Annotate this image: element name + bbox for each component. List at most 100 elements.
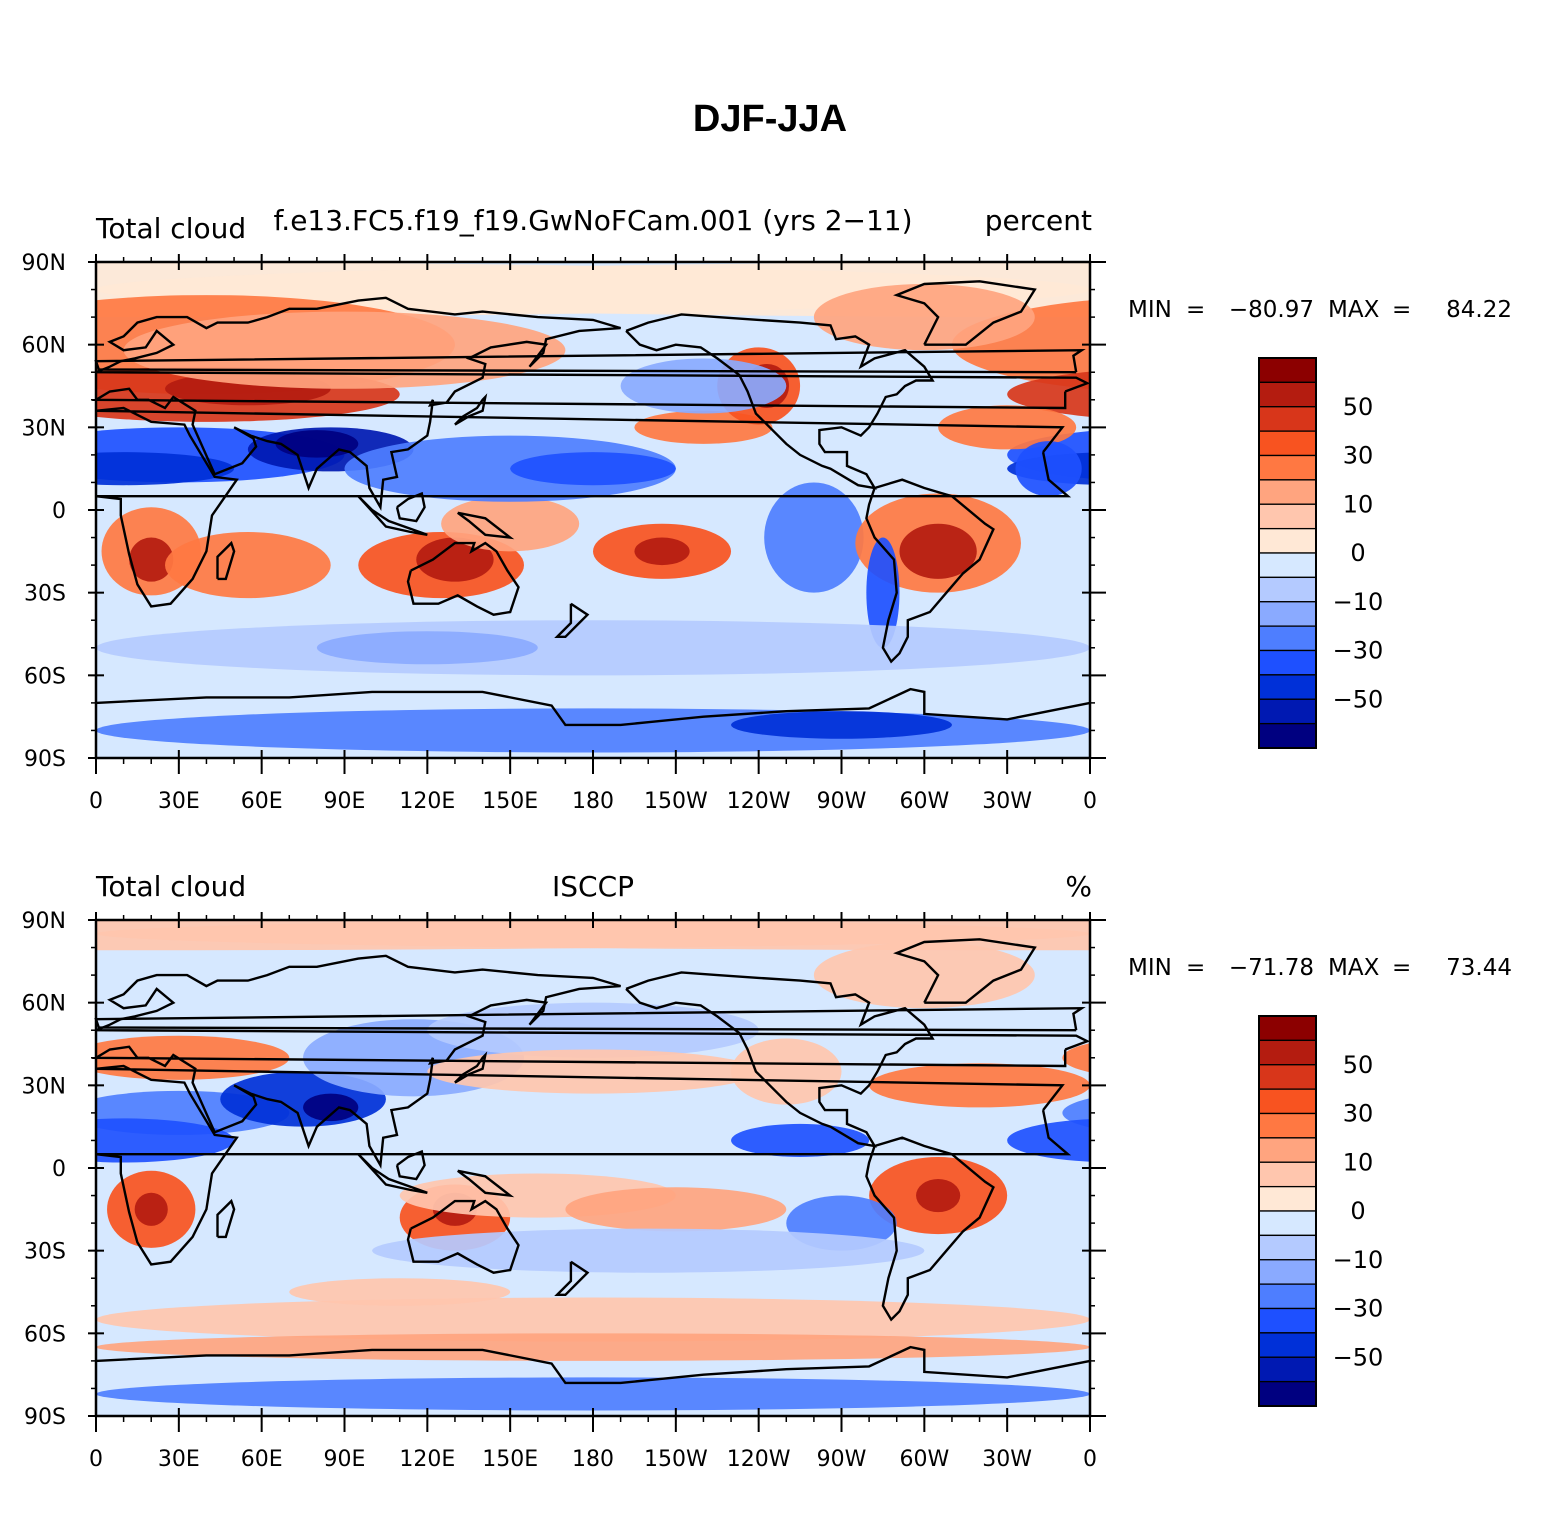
coastline — [94, 1006, 1086, 1032]
colorbar-swatch — [1258, 479, 1317, 505]
colorbar-swatch — [1258, 381, 1317, 408]
lat-tick-label: 30N — [22, 1074, 66, 1099]
coastline — [456, 511, 515, 540]
colorbar-label: 0 — [1350, 539, 1365, 567]
coastline — [893, 280, 1037, 346]
colorbar-label: −10 — [1333, 588, 1384, 616]
colorbar-swatch — [1258, 454, 1317, 481]
lat-tick-label: 90S — [24, 1405, 66, 1430]
coastline — [554, 602, 590, 638]
colorbar-swatch — [1258, 1015, 1317, 1042]
coastline — [865, 478, 995, 664]
obs-colorbar: 50 30 10 0 −10 −30 −50 — [1258, 1015, 1384, 1407]
colorbar-label: 30 — [1343, 442, 1374, 470]
coastline — [554, 1260, 590, 1297]
colorbar-swatch — [1258, 357, 1317, 384]
obs-coastlines — [91, 938, 1091, 1385]
colorbar-swatch — [1258, 1088, 1317, 1115]
colorbar-swatch — [1258, 1210, 1317, 1237]
model-left-label: Total cloud — [95, 212, 246, 245]
panel-obs: 90N 60N 30N 0 30S 60S 90S 0 30E 60E 90E 120E 150E 180… — [22, 870, 1512, 1472]
obs-axes: 90N 60N 30N 0 30S 60S 90S 0 30E 60E 90E 120E 150E 180… — [22, 909, 1106, 1472]
lon-tick-label: 0 — [1083, 1447, 1097, 1472]
colorbar-swatch — [1258, 1112, 1317, 1139]
colorbar-swatch — [1258, 1332, 1317, 1358]
coastline — [95, 687, 1091, 727]
coastline — [91, 954, 1091, 1170]
colorbar-swatch — [1258, 503, 1317, 530]
model-min-value: −80.97 — [1229, 297, 1314, 323]
lat-tick-label: 60S — [24, 664, 66, 689]
lon-tick-label: 150E — [482, 789, 538, 814]
colorbar-label: 10 — [1343, 1148, 1374, 1176]
svg-text:=: = — [1186, 297, 1205, 323]
lat-tick-label: 60S — [24, 1322, 66, 1347]
colorbar-label: −30 — [1333, 1295, 1384, 1323]
lon-tick-label: 0 — [89, 1447, 103, 1472]
obs-min-value: −71.78 — [1229, 955, 1314, 981]
colorbar-swatch — [1258, 1307, 1317, 1334]
lon-tick-label: 0 — [1083, 789, 1097, 814]
colorbar-swatch — [1258, 430, 1317, 457]
colorbar-swatch — [1258, 674, 1317, 700]
lon-tick-label: 30W — [982, 789, 1032, 814]
lat-tick-label: 90S — [24, 747, 66, 772]
lon-tick-label: 150W — [644, 789, 708, 814]
lon-tick-label: 180 — [572, 1447, 614, 1472]
lat-tick-label: 60N — [22, 992, 66, 1017]
colorbar-swatch — [1258, 1259, 1317, 1285]
colorbar-label: −50 — [1333, 1343, 1384, 1371]
lon-tick-label: 90W — [817, 1447, 867, 1472]
coastline — [625, 313, 935, 490]
coastline — [216, 1198, 236, 1239]
colorbar-swatch — [1258, 1137, 1317, 1163]
colorbar-swatch — [1258, 601, 1317, 627]
colorbar-swatch — [1258, 1161, 1317, 1188]
lon-tick-label: 30E — [158, 789, 200, 814]
colorbar-swatch — [1258, 1039, 1317, 1066]
svg-text:=: = — [1186, 955, 1205, 981]
coastline — [94, 348, 1086, 374]
colorbar-label: −10 — [1333, 1246, 1384, 1274]
model-max-value: 84.22 — [1446, 297, 1512, 323]
obs-min-label: MIN — [1128, 955, 1172, 981]
coastline — [454, 1051, 488, 1084]
lon-tick-label: 90E — [324, 1447, 366, 1472]
coastline — [406, 541, 520, 616]
lon-tick-label: 120W — [727, 1447, 791, 1472]
colorbar-label: 30 — [1343, 1100, 1374, 1128]
coastline — [95, 406, 1072, 608]
lon-tick-label: 180 — [572, 789, 614, 814]
coastline — [216, 540, 236, 581]
lon-tick-label: 120E — [399, 789, 455, 814]
coastline — [406, 1199, 520, 1274]
model-colorbar: 50 30 10 0 −10 −30 −50 — [1258, 357, 1384, 749]
lon-tick-label: 150E — [482, 1447, 538, 1472]
obs-max-label: MAX — [1328, 955, 1380, 981]
colorbar-swatch — [1258, 625, 1317, 652]
lon-tick-label: 60W — [899, 1447, 949, 1472]
coastline — [454, 393, 488, 426]
coastline — [395, 1149, 426, 1181]
lon-tick-label: 120E — [399, 1447, 455, 1472]
obs-right-label: % — [1065, 870, 1092, 903]
colorbar-label: −50 — [1333, 685, 1384, 713]
lon-tick-label: 90W — [817, 789, 867, 814]
model-min-label: MIN — [1128, 297, 1172, 323]
model-right-label: percent — [985, 204, 1092, 237]
coastline — [95, 1064, 1072, 1266]
colorbar-swatch — [1258, 406, 1317, 432]
lat-tick-label: 0 — [52, 499, 66, 524]
coastline — [357, 1153, 428, 1194]
colorbar-swatch — [1258, 1064, 1317, 1090]
obs-max-value: 73.44 — [1446, 955, 1512, 981]
lon-tick-label: 150W — [644, 1447, 708, 1472]
model-coastlines — [91, 280, 1091, 727]
colorbar-label: −30 — [1333, 637, 1384, 665]
colorbar-swatch — [1258, 1380, 1317, 1407]
lon-tick-label: 90E — [324, 789, 366, 814]
lat-tick-label: 60N — [22, 334, 66, 359]
coastline — [95, 1345, 1091, 1385]
coastline — [893, 938, 1037, 1004]
